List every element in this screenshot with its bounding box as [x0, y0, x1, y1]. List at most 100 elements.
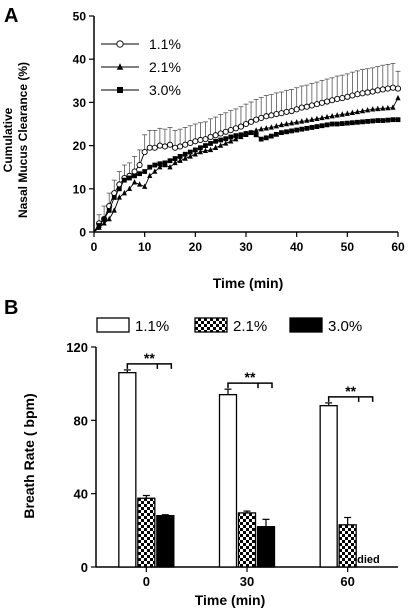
chart-a-ylabel-line2: Nasal Mucus Clearance (%): [16, 62, 30, 218]
data-point-0: [339, 95, 346, 102]
x-tick-label: 50: [341, 240, 355, 254]
x-tick-label: 40: [290, 240, 304, 254]
data-point-2: [355, 119, 360, 125]
y-tick-label: 80: [74, 413, 88, 428]
data-point-2: [279, 130, 284, 136]
data-point-0: [131, 168, 138, 175]
data-point-2: [116, 186, 122, 192]
data-point-1: [370, 106, 376, 112]
data-point-1: [294, 119, 300, 125]
data-point-2: [339, 121, 345, 126]
data-point-2: [157, 161, 163, 167]
bar-0: [118, 372, 137, 568]
bar-1: [137, 497, 156, 568]
data-point-1: [177, 157, 183, 163]
data-point-1: [137, 181, 143, 187]
legend-label: 2.1%: [233, 318, 267, 335]
data-point-2: [329, 121, 335, 127]
data-point-2: [360, 119, 365, 125]
data-point-2: [152, 162, 158, 168]
chart-a-xlabel: Time (min): [213, 275, 284, 291]
data-point-0: [258, 114, 265, 122]
panel-label-b: B: [4, 297, 18, 319]
data-point-0: [374, 87, 381, 94]
data-point-1: [223, 140, 229, 146]
data-point-1: [268, 124, 274, 130]
data-point-1: [121, 189, 127, 196]
data-point-0: [177, 143, 184, 150]
data-point-2: [370, 118, 376, 124]
data-point-0: [298, 104, 305, 111]
data-point-1: [304, 117, 310, 123]
data-point-2: [132, 173, 137, 179]
data-point-2: [324, 122, 330, 128]
data-point-1: [314, 115, 320, 122]
data-point-1: [319, 114, 325, 121]
data-point-0: [384, 85, 391, 92]
legend-marker: [116, 63, 124, 70]
data-point-2: [385, 117, 391, 123]
significance-label: **: [345, 383, 356, 399]
data-point-1: [273, 122, 279, 129]
legend-label: 3.0%: [328, 318, 362, 335]
data-point-2: [127, 175, 132, 181]
data-point-2: [213, 138, 218, 144]
data-point-1: [309, 116, 315, 122]
data-point-0: [232, 125, 239, 132]
x-tick-label: 0: [143, 574, 150, 589]
data-point-1: [126, 185, 133, 191]
data-point-1: [101, 220, 107, 226]
bar-0: [218, 394, 238, 568]
data-point-0: [212, 132, 219, 139]
data-point-2: [192, 147, 198, 153]
data-point-0: [313, 101, 320, 108]
data-point-1: [182, 155, 188, 161]
data-point-2: [182, 151, 188, 157]
data-point-2: [203, 143, 208, 148]
data-point-2: [167, 158, 173, 164]
data-point-0: [156, 142, 163, 149]
data-point-0: [389, 84, 396, 91]
data-point-2: [228, 134, 234, 140]
data-point-2: [233, 133, 239, 139]
data-point-2: [375, 118, 381, 123]
data-point-2: [111, 195, 117, 200]
chart-a: 0 10 20 30 40 50 0 10 20 30 40 50 60 1.1% 2.1% 3.0%: [73, 10, 405, 255]
data-point-2: [238, 132, 244, 138]
data-point-2: [319, 123, 325, 129]
data-point-1: [349, 109, 355, 115]
data-point-2: [208, 141, 213, 146]
data-point-0: [242, 120, 250, 128]
data-point-1: [253, 127, 259, 133]
data-point-0: [369, 88, 376, 95]
y-tick-label: 50: [73, 10, 87, 24]
legend-swatch: [289, 317, 323, 333]
data-point-2: [162, 160, 168, 166]
legend-marker: [116, 40, 124, 48]
data-point-2: [299, 126, 305, 132]
data-point-0: [146, 144, 153, 151]
y-tick-label: 10: [73, 182, 87, 196]
y-tick-label: 0: [79, 226, 86, 240]
data-point-2: [223, 136, 229, 142]
y-tick-label: 30: [73, 96, 87, 110]
data-point-2: [258, 136, 264, 142]
data-point-0: [166, 141, 174, 148]
data-point-1: [228, 138, 234, 144]
data-point-1: [197, 148, 203, 155]
data-point-2: [309, 125, 315, 130]
data-point-1: [202, 147, 209, 153]
bar-1: [338, 524, 357, 568]
bar-1: [237, 512, 257, 568]
data-point-0: [278, 110, 285, 117]
data-point-2: [147, 164, 153, 170]
chart-a-ylabel-line1: Cumulative: [1, 107, 15, 172]
data-point-1: [390, 104, 396, 110]
data-point-0: [394, 85, 402, 92]
data-point-1: [213, 144, 219, 150]
significance-bracket: [126, 363, 173, 369]
data-point-0: [161, 143, 168, 150]
data-point-1: [339, 111, 345, 117]
data-point-0: [273, 111, 280, 118]
data-point-1: [187, 153, 193, 159]
